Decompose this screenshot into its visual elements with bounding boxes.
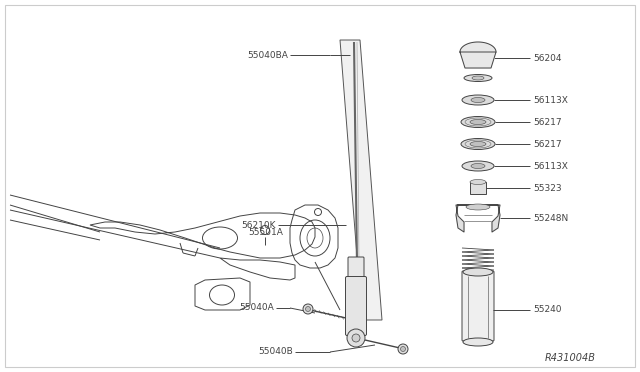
Text: 55323: 55323: [533, 183, 562, 192]
Ellipse shape: [471, 97, 485, 103]
Ellipse shape: [472, 76, 484, 80]
Ellipse shape: [347, 329, 365, 347]
Text: 55501A: 55501A: [248, 228, 283, 237]
Ellipse shape: [303, 304, 313, 314]
Polygon shape: [340, 40, 382, 320]
Ellipse shape: [471, 164, 485, 169]
Text: 56217: 56217: [533, 140, 562, 148]
Text: 55040A: 55040A: [239, 304, 274, 312]
Text: 55040BA: 55040BA: [247, 51, 288, 60]
Polygon shape: [456, 205, 500, 232]
Polygon shape: [460, 42, 496, 52]
Text: R431004B: R431004B: [545, 353, 596, 363]
Text: 56217: 56217: [533, 118, 562, 126]
Ellipse shape: [463, 268, 493, 276]
Polygon shape: [460, 52, 496, 68]
Ellipse shape: [461, 116, 495, 128]
Text: 56113X: 56113X: [533, 96, 568, 105]
Ellipse shape: [401, 346, 406, 352]
Ellipse shape: [305, 307, 310, 311]
Ellipse shape: [470, 180, 486, 185]
Ellipse shape: [462, 95, 494, 105]
Ellipse shape: [352, 334, 360, 342]
Text: 55248N: 55248N: [533, 214, 568, 222]
FancyBboxPatch shape: [346, 276, 367, 336]
Ellipse shape: [464, 74, 492, 81]
FancyBboxPatch shape: [462, 271, 494, 341]
Text: 56113X: 56113X: [533, 161, 568, 170]
Ellipse shape: [470, 119, 486, 125]
Text: 55240: 55240: [533, 305, 561, 314]
Polygon shape: [470, 182, 486, 194]
Text: 56204: 56204: [533, 54, 561, 62]
FancyBboxPatch shape: [348, 257, 364, 279]
Ellipse shape: [463, 338, 493, 346]
Text: 56210K: 56210K: [241, 221, 276, 230]
Ellipse shape: [466, 204, 490, 210]
Ellipse shape: [461, 138, 495, 150]
Ellipse shape: [462, 161, 494, 171]
Ellipse shape: [470, 141, 486, 147]
Text: 55040B: 55040B: [259, 347, 293, 356]
Ellipse shape: [398, 344, 408, 354]
